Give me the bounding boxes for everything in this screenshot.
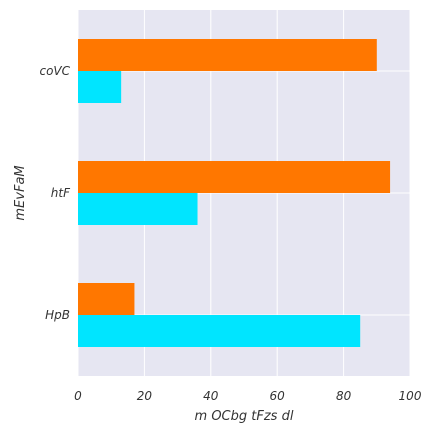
x-tick-label-0: 0	[74, 389, 82, 403]
x-tick-label-4: 80	[336, 389, 352, 403]
x-tick-label-3: 60	[270, 389, 286, 403]
y-tick-label-HpB: HpB	[45, 308, 70, 322]
y-tick-labels: HpB htF coVC	[39, 64, 71, 322]
x-tick-label-5: 100	[399, 389, 422, 403]
x-tick-labels: 0 20 40 60 80 100	[74, 389, 422, 403]
y-tick-label-coVC: coVC	[39, 64, 70, 78]
y-tick-label-htF: htF	[51, 186, 71, 200]
bar-htF-series-2	[78, 161, 391, 193]
bar-HpB-series-1	[78, 315, 361, 347]
bar-htF-series-1	[78, 193, 198, 225]
y-axis-label: mEvFaM	[13, 165, 28, 220]
bars	[78, 39, 391, 347]
bar-coVC-series-2	[78, 39, 377, 71]
x-tick-label-1: 20	[137, 389, 153, 403]
bar-coVC-series-1	[78, 71, 122, 103]
bar-HpB-series-2	[78, 283, 135, 315]
x-tick-label-2: 40	[203, 389, 219, 403]
x-axis-label: m OCbg tFzs dl	[195, 409, 294, 424]
